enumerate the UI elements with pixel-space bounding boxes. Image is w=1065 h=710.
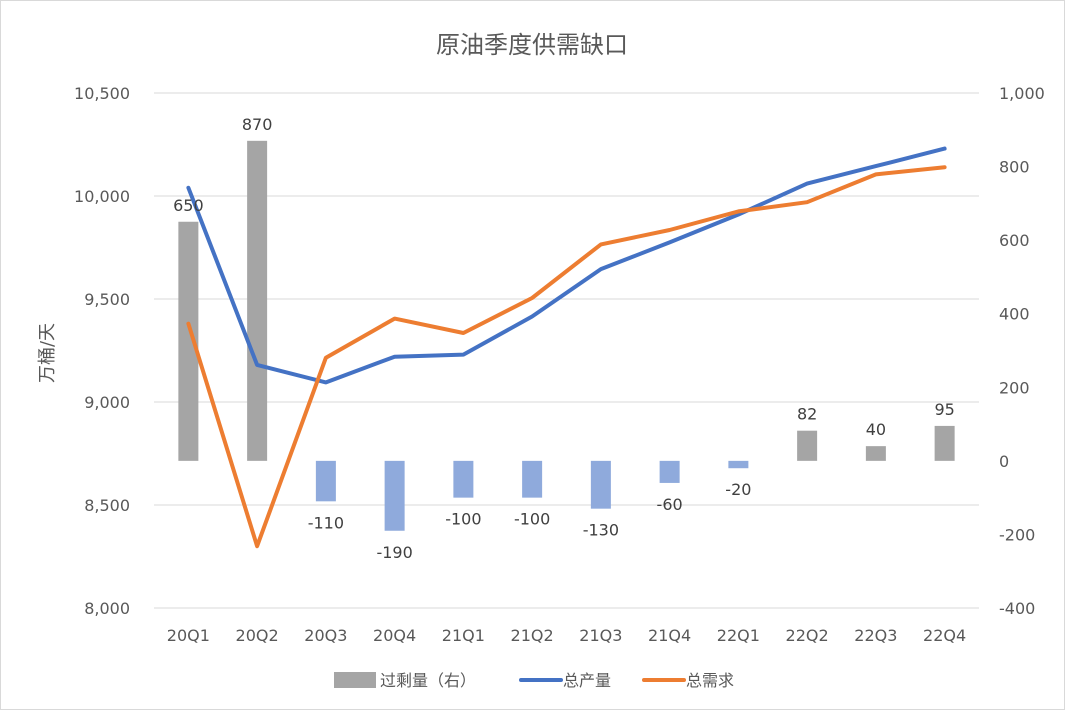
legend-label: 总产量 — [563, 671, 611, 690]
legend-item-surplus: 过剩量（右） — [334, 671, 476, 690]
bar-surplus — [315, 460, 336, 502]
left-tick-label: 10,500 — [74, 84, 130, 103]
right-tick-label: 200 — [999, 378, 1030, 397]
right-tick-label: 400 — [999, 305, 1030, 324]
bar-data-label: 40 — [866, 420, 886, 439]
chart-title: 原油季度供需缺口 — [436, 31, 628, 59]
bar-data-label: -190 — [376, 543, 412, 562]
x-tick-label: 22Q4 — [923, 626, 966, 645]
line-total-demand — [186, 165, 947, 549]
legend-label: 总需求 — [686, 671, 734, 690]
bar-data-label: -130 — [583, 521, 619, 540]
right-tick-label: -200 — [999, 525, 1035, 544]
x-tick-label: 20Q1 — [167, 626, 210, 645]
bar-data-label: -60 — [657, 495, 683, 514]
legend-item-demand: 总需求 — [642, 671, 734, 690]
legend-label: 过剩量（右） — [380, 671, 476, 690]
lines — [186, 146, 947, 549]
axes: 8,0008,5009,0009,50010,00010,500-400-200… — [74, 84, 1045, 645]
bar-data-label: -110 — [308, 513, 344, 532]
right-tick-label: 0 — [999, 452, 1009, 471]
bar-surplus — [797, 430, 818, 461]
bar-surplus — [522, 460, 543, 498]
bar-data-label: 870 — [242, 115, 273, 134]
left-tick-label: 8,000 — [84, 599, 130, 618]
bar-surplus — [247, 140, 268, 461]
x-tick-label: 20Q3 — [304, 626, 347, 645]
bar-surplus — [865, 446, 886, 461]
bar-data-label: -100 — [445, 510, 481, 529]
x-tick-label: 22Q1 — [717, 626, 760, 645]
right-tick-label: 600 — [999, 231, 1030, 250]
legend-item-production: 总产量 — [519, 671, 611, 690]
bar-surplus — [453, 460, 474, 498]
x-tick-label: 21Q4 — [648, 626, 691, 645]
x-tick-label: 21Q1 — [442, 626, 485, 645]
line-total-production — [186, 146, 947, 385]
bar-surplus — [384, 460, 405, 531]
bar-data-label: 82 — [797, 405, 817, 424]
left-tick-label: 8,500 — [84, 496, 130, 515]
bar-data-label: -100 — [514, 510, 550, 529]
bar-data-label: 95 — [934, 400, 954, 419]
bar-surplus — [659, 460, 680, 483]
x-tick-label: 22Q2 — [786, 626, 829, 645]
x-tick-label: 21Q3 — [579, 626, 622, 645]
right-tick-label: -400 — [999, 599, 1035, 618]
legend: 过剩量（右） 总产量 总需求 — [334, 671, 734, 690]
legend-swatch — [334, 672, 376, 688]
right-tick-label: 800 — [999, 158, 1030, 177]
bar-data-label: -20 — [725, 480, 751, 499]
bar-surplus — [590, 460, 611, 509]
bars-surplus — [178, 140, 955, 531]
bar-surplus — [178, 221, 199, 461]
bar-surplus — [728, 460, 749, 469]
grid-lines — [154, 92, 979, 609]
x-tick-label: 20Q2 — [236, 626, 279, 645]
x-tick-label: 20Q4 — [373, 626, 416, 645]
bar-surplus — [934, 425, 955, 461]
left-tick-label: 9,500 — [84, 290, 130, 309]
x-tick-label: 22Q3 — [854, 626, 897, 645]
data-labels: 650 870 -110 -190 -100 -100 -130 -60 -20 82 40 95 — [173, 115, 955, 562]
x-tick-label: 21Q2 — [511, 626, 554, 645]
left-tick-label: 10,000 — [74, 187, 130, 206]
right-tick-label: 1,000 — [999, 84, 1045, 103]
left-tick-label: 9,000 — [84, 393, 130, 412]
y-axis-label: 万桶/天 — [37, 323, 58, 383]
bar-data-label: 650 — [173, 196, 204, 215]
